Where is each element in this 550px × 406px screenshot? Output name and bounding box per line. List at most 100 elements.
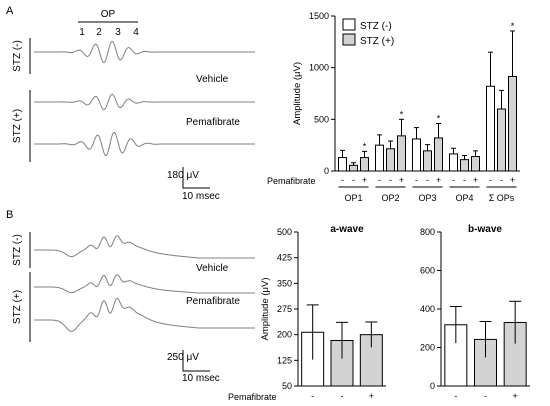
scale-bar-a: 180 μV 10 msec: [167, 167, 220, 202]
scale-bar-b-time: 10 msec: [182, 373, 220, 384]
op-number-2: 2: [96, 27, 102, 38]
op-trace-stz-pos-pemafibrate: [34, 131, 255, 157]
op-trace-stz-pos-vehicle: [34, 93, 255, 111]
chart-a-pemafibrate-mark: +: [473, 175, 478, 185]
chart-a-legend-swatch: [342, 18, 356, 31]
chart-a-y-tick-label: 1500: [309, 11, 329, 21]
chart-a-significance-mark: *: [400, 109, 404, 119]
chart-a-legend-swatch: [342, 33, 356, 46]
chart-a-bar: [460, 159, 469, 172]
chart-a-pemafibrate-mark: +: [436, 175, 441, 185]
stz-neg-label-b: STZ (-): [12, 234, 23, 266]
chart-a-pemafibrate-mark: -: [489, 175, 492, 185]
chart-a-bar: [349, 164, 358, 172]
chart-b-wave-pemafibrate-mark: +: [513, 391, 518, 401]
chart-a-pemafibrate-mark: -: [500, 175, 503, 185]
chart-a-wave-pemafibrate-mark: +: [369, 391, 374, 401]
stz-pos-label-a: STZ (+): [12, 109, 23, 143]
chart-a-pemafibrate-mark: -: [426, 175, 429, 185]
chart-a-wave-y-tick-label: 50: [282, 381, 292, 391]
chart-a-pemafibrate-mark: -: [341, 175, 344, 185]
scale-bar-b: 250 μV 10 msec: [167, 350, 220, 384]
chart-a-significance-mark: *: [511, 21, 515, 31]
op-bracket: OP 1 2 3 4: [78, 9, 139, 38]
chart-a-bar: [423, 150, 432, 172]
chart-a-wave-y-tick-label: 350: [277, 278, 292, 288]
chart-a-wave-y-tick-label: 125: [277, 355, 292, 365]
op-number-3: 3: [115, 27, 121, 38]
vehicle-label-a: Vehicle: [196, 74, 229, 85]
chart-a-y-tick-label: 1000: [309, 63, 329, 73]
chart-a-category-label: OP1: [344, 193, 362, 203]
chart-b-y-axis-title: Amplitude (μV): [260, 277, 271, 340]
chart-a-pemafibrate-mark: -: [415, 175, 418, 185]
chart-a-y-tick-label: 0: [324, 166, 329, 176]
chart-a-bar: [338, 157, 347, 172]
chart-b-wave-pemafibrate-mark: -: [484, 391, 487, 401]
chart-a-pemafibrate-mark: -: [463, 175, 466, 185]
chart-a-pemafibrate-mark: -: [378, 175, 381, 185]
chart-a-bar: [508, 75, 517, 172]
chart-a-y-tick-label: 500: [314, 114, 329, 124]
pemafibrate-label-b: Pemafibrate: [186, 296, 240, 307]
op-trace-stz-neg-vehicle: [34, 40, 255, 64]
chart-a-wave-y-tick-label: 275: [277, 304, 292, 314]
chart-a-wave-y-tick-label: 200: [277, 330, 292, 340]
chart-b-wave-y-tick-label: 600: [420, 266, 435, 276]
chart-a-pemafibrate-mark: -: [452, 175, 455, 185]
b-wave-title: b-wave: [468, 224, 502, 235]
chart-a-wave-pemafibrate-mark: -: [311, 391, 314, 401]
scale-bar-a-amplitude: 180 μV: [167, 170, 199, 181]
chart-a-bar: [434, 137, 443, 172]
scale-bar-b-amplitude: 250 μV: [167, 352, 199, 363]
scale-bar-a-lines: [182, 167, 210, 189]
scale-bar-a-time: 10 msec: [182, 191, 220, 202]
chart-a-pemafibrate-mark: +: [510, 175, 515, 185]
stz-pos-label-b: STZ (+): [12, 290, 23, 324]
scale-bar-b-lines: [182, 350, 210, 372]
stz-neg-label-a: STZ (-): [12, 40, 23, 72]
chart-a-pemafibrate-mark: +: [399, 175, 404, 185]
chart-b-wave-y-tick-label: 200: [420, 343, 435, 353]
chart-a-category-label: OP3: [418, 193, 436, 203]
chart-a-bar: [360, 157, 369, 172]
op-number-4: 4: [133, 27, 139, 38]
vehicle-label-b: Vehicle: [196, 263, 229, 274]
chart-a-bar: [375, 144, 384, 172]
chart-a-y-axis-title: Amplitude (μV): [292, 62, 303, 125]
a-wave-title: a-wave: [330, 224, 364, 235]
chart-a-significance-mark: *: [437, 113, 441, 123]
chart-a-bar: [397, 135, 406, 172]
chart-a-bar: [497, 108, 506, 172]
chart-a-significance-mark: *: [363, 141, 367, 151]
chart-b-wave-y-tick-label: 800: [420, 227, 435, 237]
chart-a-legend-label: STZ (+): [360, 36, 394, 47]
chart-b-wave-pemafibrate-mark: -: [454, 391, 457, 401]
chart-a-bar: [471, 156, 480, 172]
chart-a-wave-pemafibrate-mark: -: [341, 391, 344, 401]
chart-a-bar: [449, 153, 458, 172]
chart-a-pemafibrate-mark: +: [362, 175, 367, 185]
chart-a-category-label: OP4: [455, 193, 473, 203]
pemafibrate-label-a: Pemafibrate: [186, 117, 240, 128]
chart-a-category-label: OP2: [381, 193, 399, 203]
chart-b-wave-y-tick-label: 0: [430, 381, 435, 391]
op-number-1: 1: [79, 27, 85, 38]
chart-a-legend-label: STZ (-): [360, 21, 392, 32]
chart-a-bar: [386, 148, 395, 172]
panel-a-letter: A: [6, 5, 14, 17]
op-bracket-label: OP: [101, 9, 116, 20]
b-wave-chart: b-wave 0 200 400 600 800 - - +: [420, 224, 530, 401]
erg-trace-stz-neg-vehicle: [34, 235, 255, 259]
chart-a-pemafibrate-row-label: Pemafibrate: [267, 176, 316, 186]
a-wave-chart: a-wave Amplitude (μV) 50 125 200 275 350 425 5…: [228, 224, 386, 402]
panel-b-letter: B: [6, 209, 13, 221]
erg-trace-stz-pos-vehicle: [34, 274, 255, 294]
chart-a-wave-y-tick-label: 500: [277, 227, 292, 237]
chart-a-pemafibrate-mark: -: [352, 175, 355, 185]
chart-a-bar: [412, 138, 421, 172]
chart-b-wave-y-tick-label: 400: [420, 304, 435, 314]
